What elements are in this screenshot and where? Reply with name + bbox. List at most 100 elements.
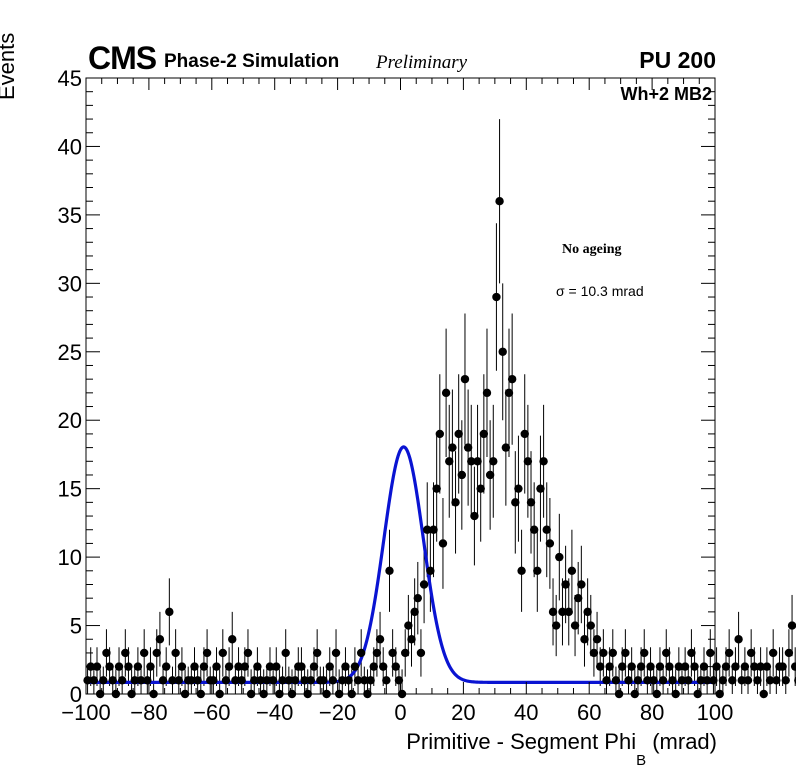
x-axis-label-main: Primitive - Segment Phi <box>406 729 637 754</box>
data-point <box>413 593 422 603</box>
data-point <box>105 662 114 671</box>
data-point <box>545 539 555 548</box>
plot-frame <box>85 77 716 695</box>
data-point <box>174 676 183 685</box>
data-point <box>155 635 165 644</box>
data-point <box>228 635 237 644</box>
x-tick-label: 0 <box>394 700 406 725</box>
data-point <box>640 648 649 658</box>
data-point <box>580 635 589 644</box>
data-point <box>423 525 432 534</box>
data-point <box>407 635 416 644</box>
data-point <box>753 676 762 685</box>
data-point <box>124 662 133 671</box>
data-point <box>728 676 737 685</box>
data-point <box>743 676 753 685</box>
x-tick-label: −40 <box>256 700 293 725</box>
data-point <box>551 621 561 630</box>
data-point <box>699 662 709 671</box>
data-point <box>514 484 523 493</box>
data-point <box>435 429 445 439</box>
data-point <box>152 648 161 658</box>
data-point <box>470 511 479 521</box>
data-point <box>385 566 394 575</box>
data-point <box>473 457 482 466</box>
data-point <box>325 662 334 671</box>
data-point <box>564 607 573 617</box>
data-point <box>212 662 221 671</box>
data-point <box>718 676 728 685</box>
y-tick-label: 15 <box>58 477 82 502</box>
ageing-condition-label: No ageing <box>562 242 622 257</box>
data-point <box>89 676 99 685</box>
y-axis-label: Events <box>0 32 19 100</box>
data-point <box>388 648 397 658</box>
data-point <box>306 676 316 685</box>
data-point <box>772 676 781 685</box>
data-point <box>517 566 526 575</box>
data-point <box>404 621 413 630</box>
data-point <box>108 676 117 685</box>
data-point <box>746 648 756 658</box>
data-point <box>507 374 517 384</box>
data-point <box>177 662 187 671</box>
data-point <box>712 662 721 671</box>
sigma-label: σ = 10.3 mrad <box>556 283 644 299</box>
data-point <box>441 388 451 398</box>
data-point <box>372 648 382 658</box>
data-point <box>410 607 419 617</box>
data-point <box>684 676 693 685</box>
data-point <box>165 607 174 617</box>
data-point <box>602 676 611 685</box>
x-axis-label-unit: (mrad) <box>646 729 717 754</box>
data-point <box>674 662 684 671</box>
data-point <box>284 676 294 685</box>
data-point <box>457 470 467 480</box>
data-point <box>570 621 580 630</box>
y-tick-label: 5 <box>70 614 82 639</box>
y-tick-label: 40 <box>58 134 82 159</box>
data-point <box>193 676 202 685</box>
data-point <box>130 676 139 685</box>
data-point <box>756 662 765 671</box>
data-point <box>309 662 319 671</box>
data-point <box>136 676 146 685</box>
data-point <box>278 676 287 685</box>
data-point <box>243 648 253 658</box>
x-tick-label: −20 <box>319 700 356 725</box>
data-point <box>520 429 529 439</box>
data-point <box>599 648 608 658</box>
data-point <box>319 676 328 685</box>
data-point <box>262 676 272 685</box>
data-point <box>382 676 391 685</box>
data-point <box>781 676 790 685</box>
data-point <box>187 676 196 685</box>
data-point <box>237 676 246 685</box>
data-point <box>489 457 498 466</box>
data-point <box>548 607 558 617</box>
y-tick-label: 0 <box>70 682 82 707</box>
data-point <box>646 662 655 671</box>
data-point <box>696 676 706 685</box>
gaussian-fit-curve <box>86 445 715 684</box>
data-point <box>633 676 643 685</box>
data-point <box>209 676 218 685</box>
data-point <box>542 525 551 534</box>
x-axis-label-subscript: B <box>636 752 647 769</box>
data-point <box>479 429 489 439</box>
data-point <box>143 676 152 685</box>
data-point <box>731 662 740 671</box>
data-point <box>558 607 567 617</box>
data-point <box>523 457 533 466</box>
error-bars <box>86 119 796 695</box>
data-point <box>501 443 511 452</box>
data-point <box>492 292 501 302</box>
data-point <box>627 662 636 671</box>
data-point <box>231 676 240 685</box>
data-point <box>784 648 794 658</box>
data-point <box>476 484 485 493</box>
data-point <box>485 470 495 480</box>
data-point <box>328 676 338 685</box>
x-tick-label: 60 <box>577 700 601 725</box>
axis-ticks <box>85 77 716 695</box>
